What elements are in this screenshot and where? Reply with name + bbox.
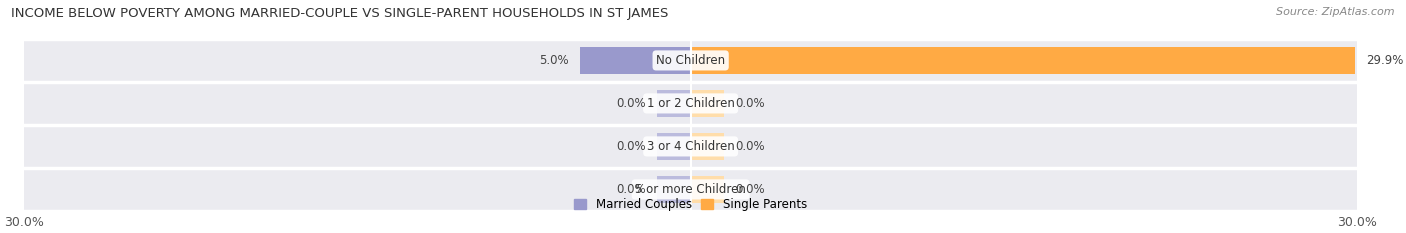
Text: Source: ZipAtlas.com: Source: ZipAtlas.com	[1277, 7, 1395, 17]
Text: INCOME BELOW POVERTY AMONG MARRIED-COUPLE VS SINGLE-PARENT HOUSEHOLDS IN ST JAME: INCOME BELOW POVERTY AMONG MARRIED-COUPL…	[11, 7, 669, 20]
Bar	[690, 90, 724, 117]
Text: 5.0%: 5.0%	[538, 54, 568, 67]
Text: No Children: No Children	[657, 54, 725, 67]
Bar	[658, 176, 690, 203]
Bar	[658, 90, 690, 117]
Bar	[24, 125, 1357, 168]
Text: 0.0%: 0.0%	[735, 140, 765, 153]
Text: 1 or 2 Children: 1 or 2 Children	[647, 97, 734, 110]
Text: 0.0%: 0.0%	[735, 183, 765, 196]
Bar	[690, 133, 724, 160]
Legend: Married Couples, Single Parents: Married Couples, Single Parents	[575, 198, 807, 211]
Bar	[658, 90, 690, 117]
Bar	[24, 39, 1357, 82]
Bar	[24, 82, 1357, 125]
Bar	[658, 133, 690, 160]
Bar	[658, 176, 690, 203]
Text: 3 or 4 Children: 3 or 4 Children	[647, 140, 734, 153]
Bar	[690, 176, 724, 203]
Text: 0.0%: 0.0%	[617, 183, 647, 196]
Text: 29.9%: 29.9%	[1367, 54, 1403, 67]
Text: 0.0%: 0.0%	[735, 97, 765, 110]
Bar	[658, 133, 690, 160]
Text: 0.0%: 0.0%	[617, 97, 647, 110]
Bar	[579, 47, 690, 74]
Bar	[24, 168, 1357, 211]
Text: 0.0%: 0.0%	[617, 140, 647, 153]
Text: 5 or more Children: 5 or more Children	[636, 183, 747, 196]
Bar	[690, 47, 1355, 74]
